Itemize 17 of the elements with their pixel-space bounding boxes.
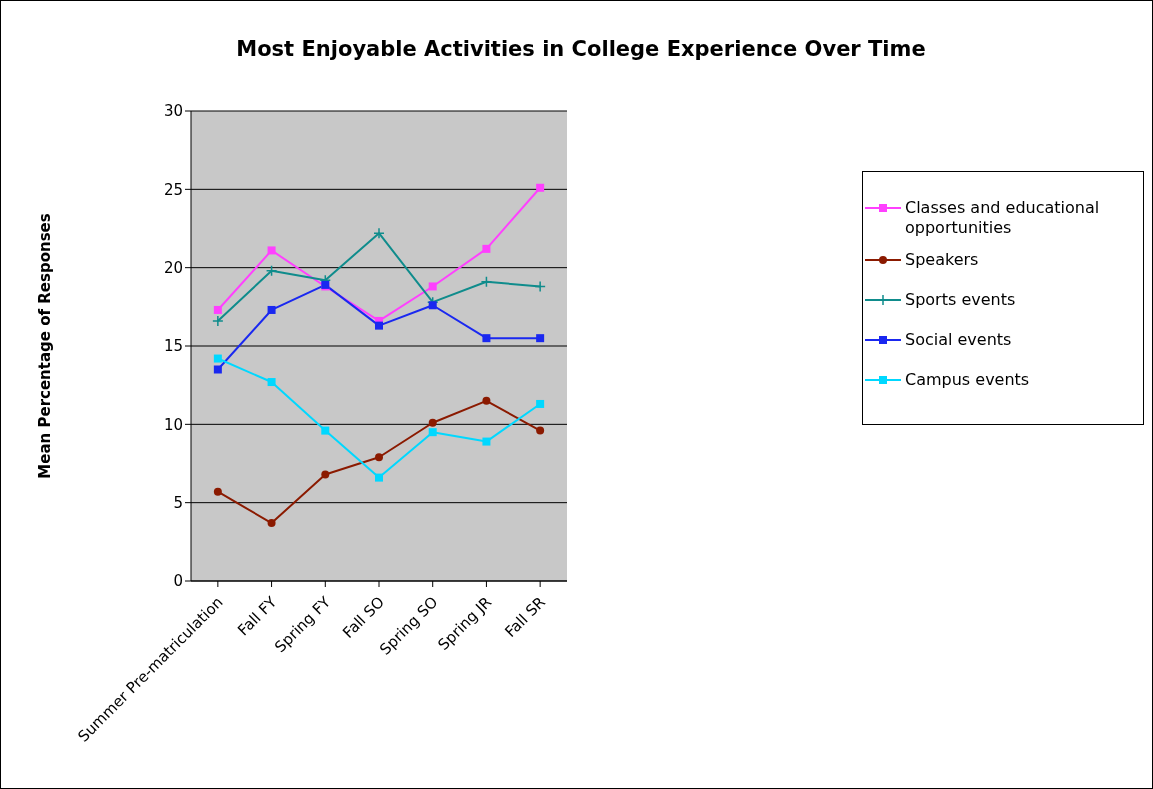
y-tick-label: 5 [173, 493, 183, 512]
legend-label: Campus events [904, 370, 1030, 390]
legend-label: Classes and educational opportunities [904, 198, 1101, 238]
y-tick-label: 15 [163, 337, 183, 356]
legend-label: Sports events [904, 290, 1016, 310]
x-tick-label: Fall SO [339, 593, 388, 642]
x-tick-label: Fall SR [501, 593, 549, 641]
chart-title: Most Enjoyable Activities in College Experience Over Time [235, 37, 927, 61]
y-tick-label: 20 [163, 258, 183, 277]
y-tick-label: 30 [163, 102, 183, 121]
y-tick-label: 25 [163, 180, 183, 199]
y-axis-title: Mean Percentage of Responses [36, 213, 54, 479]
legend-label: Speakers [904, 250, 979, 270]
legend-label: Social events [904, 330, 1012, 350]
y-tick-label: 10 [163, 415, 183, 434]
y-tick-label: 0 [173, 572, 183, 591]
x-tick-label: Fall FY [234, 592, 281, 640]
